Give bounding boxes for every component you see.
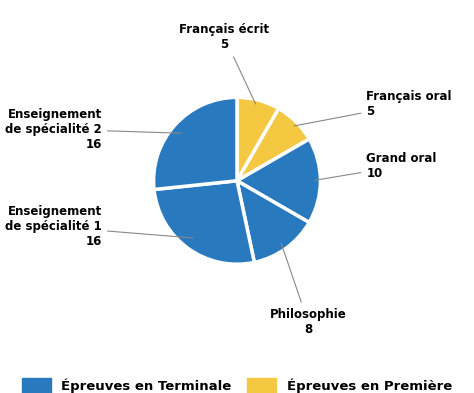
Wedge shape: [237, 139, 320, 222]
Wedge shape: [237, 181, 309, 263]
Wedge shape: [237, 97, 279, 181]
Text: Enseignement
de spécialité 2
16: Enseignement de spécialité 2 16: [5, 108, 182, 151]
Wedge shape: [154, 181, 255, 264]
Wedge shape: [154, 97, 237, 189]
Text: Français écrit
5: Français écrit 5: [180, 24, 270, 104]
Text: Enseignement
de spécialité 1
16: Enseignement de spécialité 1 16: [5, 205, 192, 248]
Text: Philosophie
8: Philosophie 8: [270, 243, 346, 336]
Text: Grand oral
10: Grand oral 10: [315, 152, 437, 180]
Text: Français oral
5: Français oral 5: [294, 90, 452, 126]
Wedge shape: [237, 108, 309, 181]
Legend: Épreuves en Terminale, Épreuves en Première: Épreuves en Terminale, Épreuves en Premi…: [15, 371, 459, 393]
